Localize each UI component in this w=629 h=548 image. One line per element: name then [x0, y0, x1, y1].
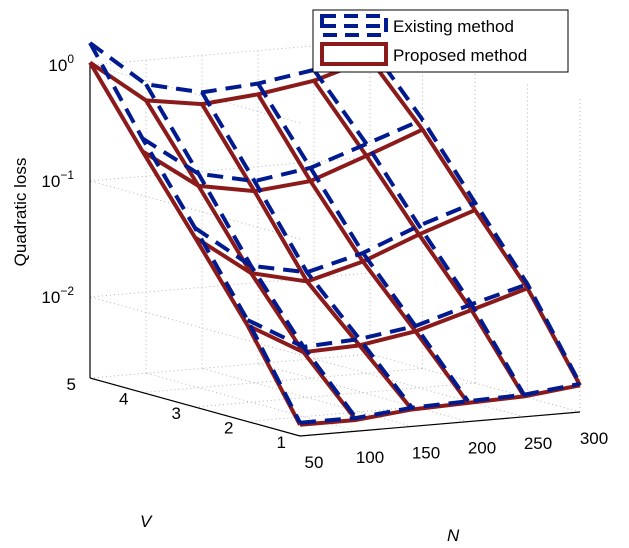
surface-column-line — [312, 68, 526, 396]
surface-column-line — [312, 79, 526, 398]
legend-label-existing: Existing method — [393, 17, 514, 36]
x-tick-label: 250 — [524, 434, 552, 453]
z-axis-label: Quadratic loss — [11, 158, 30, 267]
surface-layer — [88, 41, 582, 427]
legend-box — [312, 9, 569, 73]
surface-row-line — [141, 117, 424, 184]
surface-row-line — [193, 200, 476, 275]
surface-column-line — [200, 103, 414, 411]
grid-line — [89, 353, 371, 379]
x-axis-line — [299, 411, 581, 437]
grid-line — [89, 64, 301, 124]
x-tick-label: 50 — [305, 453, 324, 472]
x-tick-label: 300 — [580, 429, 608, 448]
grid-line — [247, 397, 528, 422]
surface-column-line — [256, 93, 470, 405]
legend-swatch-proposed — [320, 42, 388, 66]
y-tick-label: 2 — [224, 419, 233, 438]
axes-layer — [89, 65, 581, 437]
legend-swatch-existing-box — [320, 14, 388, 37]
surface-column-line — [256, 82, 470, 403]
surface-row-line — [246, 286, 529, 355]
z-tick-label: 10−2 — [41, 284, 74, 307]
y-tick-label: 3 — [172, 404, 181, 423]
x-axis-label: N — [447, 526, 460, 545]
grid-line — [89, 156, 371, 182]
surface-column-line — [200, 91, 414, 409]
y-tick-label: 1 — [277, 433, 286, 452]
grid-line — [89, 296, 301, 356]
x-tick-label: 200 — [468, 439, 496, 458]
surface-column-line — [368, 45, 582, 385]
grid-line — [89, 180, 301, 240]
surface-row-line — [246, 282, 529, 349]
legend: Existing method Proposed method — [312, 9, 569, 73]
z-tick-label: 10−1 — [41, 168, 74, 191]
tick-layer: 50 100 150 200 250 300 1 2 3 4 5 100 10−1 10−2 — [41, 52, 608, 472]
surface-row-line — [141, 127, 424, 194]
grid-line — [142, 368, 423, 393]
grid-line — [89, 40, 371, 66]
surface-column-line — [144, 83, 358, 420]
y-tick-label: 4 — [119, 390, 128, 409]
grid-line — [369, 353, 581, 413]
surface-row-line — [299, 381, 581, 425]
grid-line — [89, 272, 371, 298]
legend-label-proposed: Proposed method — [393, 46, 527, 65]
y-axis-label: V — [140, 512, 153, 531]
x-tick-label: 100 — [356, 448, 384, 467]
surface-column-line — [144, 99, 358, 422]
y-axis-line — [89, 377, 301, 437]
y-tick-label: 5 — [67, 375, 76, 394]
x-tick-label: 150 — [412, 443, 440, 462]
surface-row-line — [88, 57, 371, 107]
z-tick-label: 100 — [48, 52, 74, 75]
surface-row-line — [193, 208, 476, 284]
surface-column-line — [88, 61, 302, 426]
surface-column-line — [88, 41, 302, 424]
